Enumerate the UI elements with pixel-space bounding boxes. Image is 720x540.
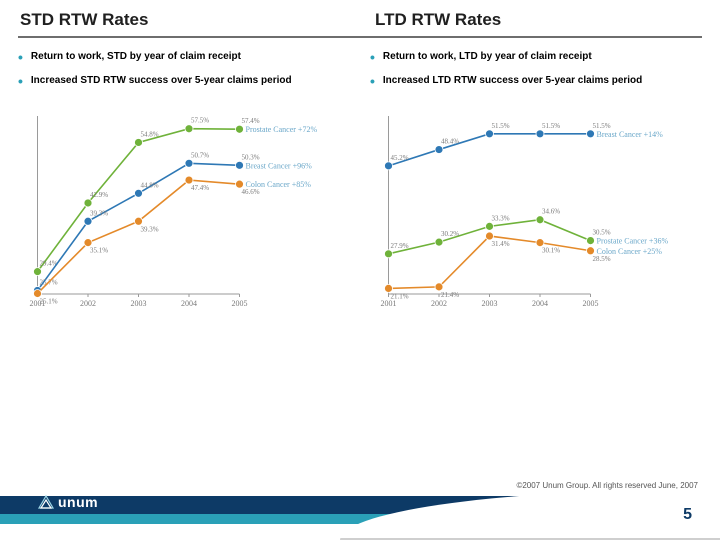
chart-left-svg: 2001200220032004200529.4%42.9%54.8%57.5%…: [18, 106, 351, 316]
bullet: • Return to work, LTD by year of claim r…: [370, 50, 670, 64]
svg-text:50.3%: 50.3%: [242, 153, 260, 161]
page-number: 5: [683, 506, 692, 524]
svg-text:30.2%: 30.2%: [441, 230, 459, 238]
bullet: • Increased STD RTW success over 5-year …: [18, 74, 318, 88]
titles-row: STD RTW Rates LTD RTW Rates: [0, 0, 720, 36]
svg-text:35.1%: 35.1%: [90, 247, 108, 255]
svg-text:33.3%: 33.3%: [492, 214, 510, 222]
footer-logo: unum: [38, 494, 98, 510]
svg-text:30.1%: 30.1%: [542, 247, 560, 255]
svg-text:45.2%: 45.2%: [391, 154, 409, 162]
svg-text:28.5%: 28.5%: [593, 255, 611, 263]
svg-text:46.6%: 46.6%: [242, 188, 260, 196]
svg-text:2002: 2002: [80, 299, 96, 308]
svg-text:30.5%: 30.5%: [593, 229, 611, 237]
svg-text:47.4%: 47.4%: [191, 184, 209, 192]
svg-text:57.5%: 57.5%: [191, 117, 209, 125]
svg-text:2005: 2005: [583, 299, 599, 308]
svg-text:34.6%: 34.6%: [542, 208, 560, 216]
horizontal-rule: [18, 36, 702, 38]
svg-text:57.4%: 57.4%: [242, 117, 260, 125]
svg-text:51.5%: 51.5%: [542, 122, 560, 130]
svg-text:31.4%: 31.4%: [492, 240, 510, 248]
slide: STD RTW Rates LTD RTW Rates • Return to …: [0, 0, 720, 540]
spacer: [0, 321, 720, 481]
svg-text:21.1%: 21.1%: [391, 292, 409, 300]
svg-text:Colon Cancer +85%: Colon Cancer +85%: [246, 180, 312, 189]
bullet-text: Increased STD RTW success over 5-year cl…: [31, 74, 292, 88]
chart-left: 2001200220032004200529.4%42.9%54.8%57.5%…: [18, 106, 351, 321]
logo-text: unum: [58, 494, 98, 510]
svg-text:51.5%: 51.5%: [492, 122, 510, 130]
svg-text:Prostate Cancer +36%: Prostate Cancer +36%: [597, 237, 669, 246]
svg-text:Breast Cancer +96%: Breast Cancer +96%: [246, 161, 313, 170]
svg-text:Prostate Cancer +72%: Prostate Cancer +72%: [246, 125, 318, 134]
title-left: STD RTW Rates: [20, 10, 345, 30]
footer: unum 5: [0, 496, 720, 540]
svg-text:Colon Cancer +25%: Colon Cancer +25%: [597, 247, 663, 256]
chart-right-svg: 2001200220032004200545.2%48.4%51.5%51.5%…: [369, 106, 702, 316]
svg-text:39.3%: 39.3%: [90, 209, 108, 217]
charts-row: 2001200220032004200529.4%42.9%54.8%57.5%…: [0, 106, 720, 321]
bullet: • Return to work, STD by year of claim r…: [18, 50, 318, 64]
svg-text:54.8%: 54.8%: [141, 130, 159, 138]
svg-text:2005: 2005: [232, 299, 248, 308]
bullet-icon: •: [18, 74, 23, 88]
bullets-right: • Return to work, LTD by year of claim r…: [350, 50, 702, 98]
bullet: • Increased LTD RTW success over 5-year …: [370, 74, 670, 88]
svg-text:42.9%: 42.9%: [90, 191, 108, 199]
svg-text:27.9%: 27.9%: [391, 242, 409, 250]
svg-text:Breast Cancer +14%: Breast Cancer +14%: [597, 130, 664, 139]
svg-text:2002: 2002: [431, 299, 447, 308]
svg-text:2003: 2003: [482, 299, 498, 308]
bullets-row: • Return to work, STD by year of claim r…: [0, 50, 720, 106]
bullet-icon: •: [18, 50, 23, 64]
svg-text:44.8%: 44.8%: [141, 181, 159, 189]
svg-text:48.4%: 48.4%: [441, 138, 459, 146]
bullet-text: Return to work, STD by year of claim rec…: [31, 50, 241, 64]
bullet-icon: •: [370, 50, 375, 64]
unum-logo-icon: [38, 494, 54, 510]
bullet-icon: •: [370, 74, 375, 88]
svg-text:2004: 2004: [532, 299, 548, 308]
svg-text:51.5%: 51.5%: [593, 122, 611, 130]
chart-right: 2001200220032004200545.2%48.4%51.5%51.5%…: [369, 106, 702, 321]
bullets-left: • Return to work, STD by year of claim r…: [18, 50, 350, 98]
bullet-text: Return to work, LTD by year of claim rec…: [383, 50, 592, 64]
svg-text:21.4%: 21.4%: [441, 291, 459, 299]
svg-text:50.7%: 50.7%: [191, 151, 209, 159]
svg-text:2004: 2004: [181, 299, 197, 308]
svg-text:25.1%: 25.1%: [40, 297, 58, 305]
svg-text:2003: 2003: [131, 299, 147, 308]
title-right: LTD RTW Rates: [345, 10, 700, 30]
bullet-text: Increased LTD RTW success over 5-year cl…: [383, 74, 642, 88]
svg-text:39.3%: 39.3%: [141, 225, 159, 233]
